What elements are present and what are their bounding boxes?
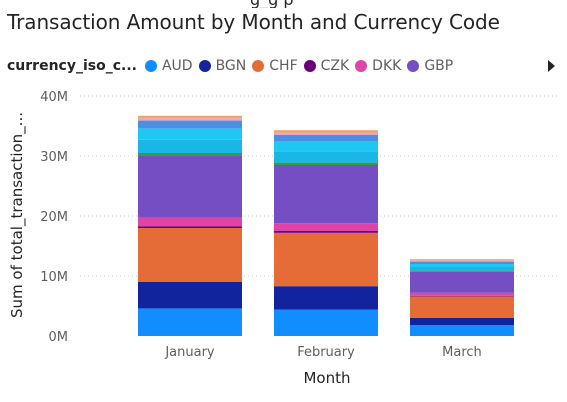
y-axis-ticks: 0M 10M 20M 30M 40M: [40, 90, 68, 345]
legend-item-aud[interactable]: AUD: [144, 58, 193, 74]
bars: [138, 115, 514, 336]
legend-dot-icon: [355, 60, 368, 72]
y-tick-label: 10M: [40, 270, 68, 285]
legend-dot-icon: [144, 60, 157, 72]
x-tick-label: January: [164, 345, 215, 360]
bar-segment-series-9[interactable]: [410, 261, 514, 264]
bar-segment-series-9[interactable]: [274, 135, 378, 141]
bar-segment-series-10[interactable]: [274, 132, 378, 135]
legend-label: CHF: [269, 58, 298, 74]
bar-segment-series-11[interactable]: [138, 115, 242, 119]
bar-segment-bgn[interactable]: [410, 318, 514, 326]
legend-label: CZK: [320, 58, 350, 74]
bar-stack-march[interactable]: [410, 259, 514, 336]
y-tick-label: 0M: [49, 330, 69, 345]
bar-segment-bgn[interactable]: [274, 286, 378, 310]
bar-segment-series-8[interactable]: [138, 128, 242, 140]
y-axis-title: Sum of total_transaction_...: [8, 112, 27, 318]
chevron-right-icon[interactable]: [548, 60, 555, 72]
legend-dot-icon: [198, 60, 211, 72]
bar-segment-dkk[interactable]: [274, 223, 378, 231]
bar-segment-series-7[interactable]: [410, 267, 514, 271]
bar-segment-gbp[interactable]: [138, 155, 242, 218]
legend-dot-icon: [407, 60, 420, 72]
bar-segment-gbp[interactable]: [410, 271, 514, 293]
bar-segment-series-10[interactable]: [410, 260, 514, 262]
bar-segment-series-6[interactable]: [138, 153, 242, 156]
bar-segment-gbp[interactable]: [274, 165, 378, 224]
legend-label: DKK: [372, 58, 402, 74]
x-tick-label: February: [297, 345, 355, 360]
legend-label: GBP: [424, 58, 454, 74]
chart-title: Transaction Amount by Month and Currency…: [7, 10, 500, 34]
legend-dot-icon: [252, 60, 265, 72]
bar-segment-series-7[interactable]: [138, 139, 242, 153]
bar-segment-aud[interactable]: [410, 325, 514, 336]
legend: currency_iso_c... AUD BGN CHF CZK DKK GBP: [7, 55, 547, 77]
bar-segment-series-8[interactable]: [274, 141, 378, 152]
bar-segment-aud[interactable]: [274, 309, 378, 336]
y-tick-label: 30M: [40, 150, 68, 165]
legend-item-bgn[interactable]: BGN: [198, 58, 247, 74]
bar-segment-series-6[interactable]: [410, 270, 514, 272]
legend-label: AUD: [161, 58, 193, 74]
bar-segment-series-11[interactable]: [274, 130, 378, 133]
y-tick-label: 20M: [40, 210, 68, 225]
legend-label: BGN: [215, 58, 247, 74]
legend-item-gbp[interactable]: GBP: [407, 58, 453, 74]
y-tick-label: 40M: [40, 90, 68, 105]
bar-stack-february[interactable]: [274, 130, 378, 336]
bar-segment-chf[interactable]: [410, 296, 514, 318]
clipped-header-text: g_g p: [0, 0, 567, 8]
bar-segment-series-7[interactable]: [274, 151, 378, 163]
legend-dot-icon: [303, 60, 316, 72]
bar-segment-dkk[interactable]: [410, 292, 514, 296]
bar-stack-january[interactable]: [138, 115, 242, 336]
bar-segment-series-6[interactable]: [274, 162, 378, 165]
bar-segment-dkk[interactable]: [138, 217, 242, 227]
x-tick-label: March: [442, 345, 482, 360]
legend-item-chf[interactable]: CHF: [252, 58, 298, 74]
clipped-header-label: g_g p: [250, 0, 294, 8]
legend-title: currency_iso_c...: [7, 58, 137, 74]
bar-segment-czk[interactable]: [410, 295, 514, 297]
bar-segment-czk[interactable]: [138, 226, 242, 228]
bar-segment-czk[interactable]: [274, 231, 378, 233]
legend-item-czk[interactable]: CZK: [303, 58, 350, 74]
bar-segment-series-9[interactable]: [138, 120, 242, 129]
bar-segment-aud[interactable]: [138, 308, 242, 336]
bar-segment-chf[interactable]: [274, 232, 378, 287]
bar-segment-series-10[interactable]: [138, 118, 242, 121]
bar-segment-series-11[interactable]: [410, 259, 514, 261]
legend-item-dkk[interactable]: DKK: [355, 58, 401, 74]
x-axis-title: Month: [303, 369, 350, 387]
x-axis-ticks: January February March: [164, 345, 481, 360]
bar-segment-bgn[interactable]: [138, 282, 242, 309]
bar-segment-chf[interactable]: [138, 228, 242, 282]
bar-segment-series-8[interactable]: [410, 264, 514, 267]
